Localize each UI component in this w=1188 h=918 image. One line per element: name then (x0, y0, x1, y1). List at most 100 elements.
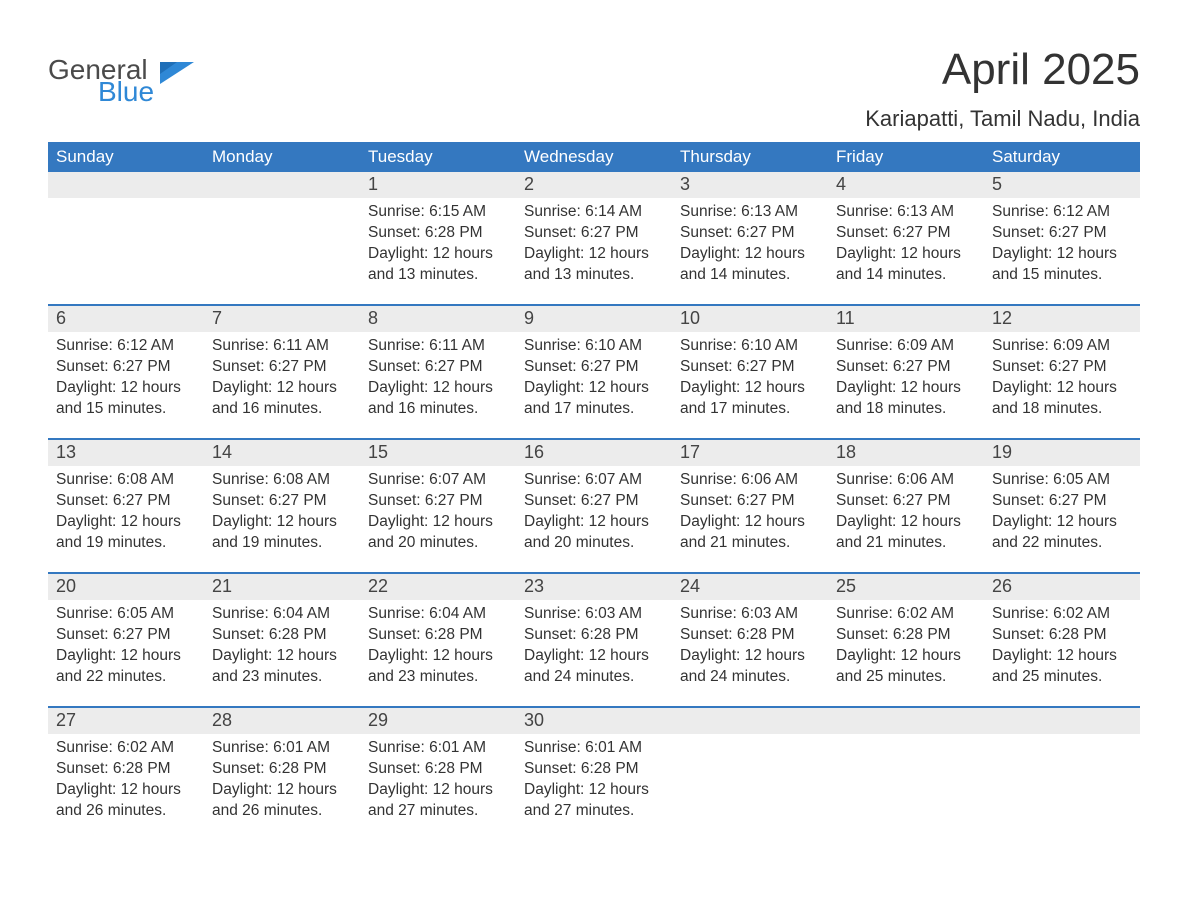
daylight-line: Daylight: 12 hours and 26 minutes. (56, 780, 196, 822)
daylight-line: Daylight: 12 hours and 13 minutes. (524, 244, 664, 286)
sunrise-line: Sunrise: 6:09 AM (992, 336, 1132, 357)
day-number: 17 (672, 440, 828, 466)
sunset-line: Sunset: 6:28 PM (56, 759, 196, 780)
sunset-line: Sunset: 6:28 PM (212, 759, 352, 780)
sunrise-line: Sunrise: 6:10 AM (680, 336, 820, 357)
day-number: 7 (204, 306, 360, 332)
sunset-line: Sunset: 6:27 PM (368, 491, 508, 512)
day-number: 24 (672, 574, 828, 600)
daylight-line: Daylight: 12 hours and 14 minutes. (836, 244, 976, 286)
sunrise-line: Sunrise: 6:08 AM (56, 470, 196, 491)
day-detail: Sunrise: 6:14 AMSunset: 6:27 PMDaylight:… (516, 198, 672, 304)
day-detail (984, 734, 1140, 840)
day-detail: Sunrise: 6:01 AMSunset: 6:28 PMDaylight:… (360, 734, 516, 840)
day-number (48, 172, 204, 198)
day-detail: Sunrise: 6:11 AMSunset: 6:27 PMDaylight:… (360, 332, 516, 438)
day-number-row: 13141516171819 (48, 440, 1140, 466)
sunset-line: Sunset: 6:27 PM (524, 491, 664, 512)
day-detail: Sunrise: 6:13 AMSunset: 6:27 PMDaylight:… (828, 198, 984, 304)
daylight-line: Daylight: 12 hours and 23 minutes. (368, 646, 508, 688)
daylight-line: Daylight: 12 hours and 25 minutes. (992, 646, 1132, 688)
day-detail: Sunrise: 6:02 AMSunset: 6:28 PMDaylight:… (48, 734, 204, 840)
sunset-line: Sunset: 6:28 PM (524, 759, 664, 780)
sunrise-line: Sunrise: 6:02 AM (992, 604, 1132, 625)
sunrise-line: Sunrise: 6:13 AM (836, 202, 976, 223)
daylight-line: Daylight: 12 hours and 24 minutes. (524, 646, 664, 688)
sunset-line: Sunset: 6:27 PM (56, 625, 196, 646)
day-detail (672, 734, 828, 840)
sunrise-line: Sunrise: 6:05 AM (56, 604, 196, 625)
weekday-header: Tuesday (360, 142, 516, 172)
daylight-line: Daylight: 12 hours and 20 minutes. (524, 512, 664, 554)
day-detail: Sunrise: 6:06 AMSunset: 6:27 PMDaylight:… (828, 466, 984, 572)
daylight-line: Daylight: 12 hours and 18 minutes. (992, 378, 1132, 420)
sunset-line: Sunset: 6:28 PM (212, 625, 352, 646)
sunrise-line: Sunrise: 6:07 AM (368, 470, 508, 491)
daylight-line: Daylight: 12 hours and 16 minutes. (212, 378, 352, 420)
sunrise-line: Sunrise: 6:12 AM (56, 336, 196, 357)
sunrise-line: Sunrise: 6:03 AM (680, 604, 820, 625)
daylight-line: Daylight: 12 hours and 21 minutes. (680, 512, 820, 554)
day-detail: Sunrise: 6:01 AMSunset: 6:28 PMDaylight:… (204, 734, 360, 840)
daylight-line: Daylight: 12 hours and 27 minutes. (368, 780, 508, 822)
sunset-line: Sunset: 6:27 PM (836, 357, 976, 378)
sunset-line: Sunset: 6:27 PM (368, 357, 508, 378)
day-number: 28 (204, 708, 360, 734)
day-number: 16 (516, 440, 672, 466)
day-detail: Sunrise: 6:08 AMSunset: 6:27 PMDaylight:… (204, 466, 360, 572)
day-number: 22 (360, 574, 516, 600)
sunrise-line: Sunrise: 6:05 AM (992, 470, 1132, 491)
sunrise-line: Sunrise: 6:13 AM (680, 202, 820, 223)
sunrise-line: Sunrise: 6:03 AM (524, 604, 664, 625)
daylight-line: Daylight: 12 hours and 24 minutes. (680, 646, 820, 688)
daylight-line: Daylight: 12 hours and 23 minutes. (212, 646, 352, 688)
day-number: 14 (204, 440, 360, 466)
day-detail: Sunrise: 6:05 AMSunset: 6:27 PMDaylight:… (48, 600, 204, 706)
sunset-line: Sunset: 6:27 PM (992, 223, 1132, 244)
day-number: 4 (828, 172, 984, 198)
day-number: 21 (204, 574, 360, 600)
day-detail: Sunrise: 6:08 AMSunset: 6:27 PMDaylight:… (48, 466, 204, 572)
sunrise-line: Sunrise: 6:07 AM (524, 470, 664, 491)
sunset-line: Sunset: 6:28 PM (836, 625, 976, 646)
day-detail: Sunrise: 6:07 AMSunset: 6:27 PMDaylight:… (516, 466, 672, 572)
daylight-line: Daylight: 12 hours and 14 minutes. (680, 244, 820, 286)
day-detail-row: Sunrise: 6:12 AMSunset: 6:27 PMDaylight:… (48, 332, 1140, 438)
daylight-line: Daylight: 12 hours and 17 minutes. (680, 378, 820, 420)
calendar: SundayMondayTuesdayWednesdayThursdayFrid… (48, 142, 1140, 840)
day-number: 3 (672, 172, 828, 198)
weekday-header: Friday (828, 142, 984, 172)
sunset-line: Sunset: 6:27 PM (836, 491, 976, 512)
sunrise-line: Sunrise: 6:04 AM (368, 604, 508, 625)
day-number: 13 (48, 440, 204, 466)
daylight-line: Daylight: 12 hours and 22 minutes. (56, 646, 196, 688)
day-number (984, 708, 1140, 734)
sunrise-line: Sunrise: 6:11 AM (368, 336, 508, 357)
day-number (828, 708, 984, 734)
sunrise-line: Sunrise: 6:12 AM (992, 202, 1132, 223)
day-detail: Sunrise: 6:10 AMSunset: 6:27 PMDaylight:… (672, 332, 828, 438)
week-row: 13141516171819Sunrise: 6:08 AMSunset: 6:… (48, 438, 1140, 572)
daylight-line: Daylight: 12 hours and 15 minutes. (992, 244, 1132, 286)
sunset-line: Sunset: 6:27 PM (56, 357, 196, 378)
weekday-header: Monday (204, 142, 360, 172)
day-detail: Sunrise: 6:12 AMSunset: 6:27 PMDaylight:… (48, 332, 204, 438)
week-row: 12345Sunrise: 6:15 AMSunset: 6:28 PMDayl… (48, 172, 1140, 304)
sunset-line: Sunset: 6:27 PM (212, 357, 352, 378)
weekday-header: Saturday (984, 142, 1140, 172)
day-number (204, 172, 360, 198)
sunrise-line: Sunrise: 6:08 AM (212, 470, 352, 491)
weekday-header: Wednesday (516, 142, 672, 172)
day-number: 12 (984, 306, 1140, 332)
daylight-line: Daylight: 12 hours and 19 minutes. (212, 512, 352, 554)
title-block: April 2025 Kariapatti, Tamil Nadu, India (865, 48, 1140, 132)
header: General Blue April 2025 Kariapatti, Tami… (48, 48, 1140, 132)
day-detail: Sunrise: 6:12 AMSunset: 6:27 PMDaylight:… (984, 198, 1140, 304)
sunset-line: Sunset: 6:27 PM (680, 223, 820, 244)
sunrise-line: Sunrise: 6:10 AM (524, 336, 664, 357)
sunset-line: Sunset: 6:27 PM (992, 357, 1132, 378)
week-row: 6789101112Sunrise: 6:12 AMSunset: 6:27 P… (48, 304, 1140, 438)
sunrise-line: Sunrise: 6:01 AM (212, 738, 352, 759)
day-number-row: 20212223242526 (48, 574, 1140, 600)
day-number: 5 (984, 172, 1140, 198)
